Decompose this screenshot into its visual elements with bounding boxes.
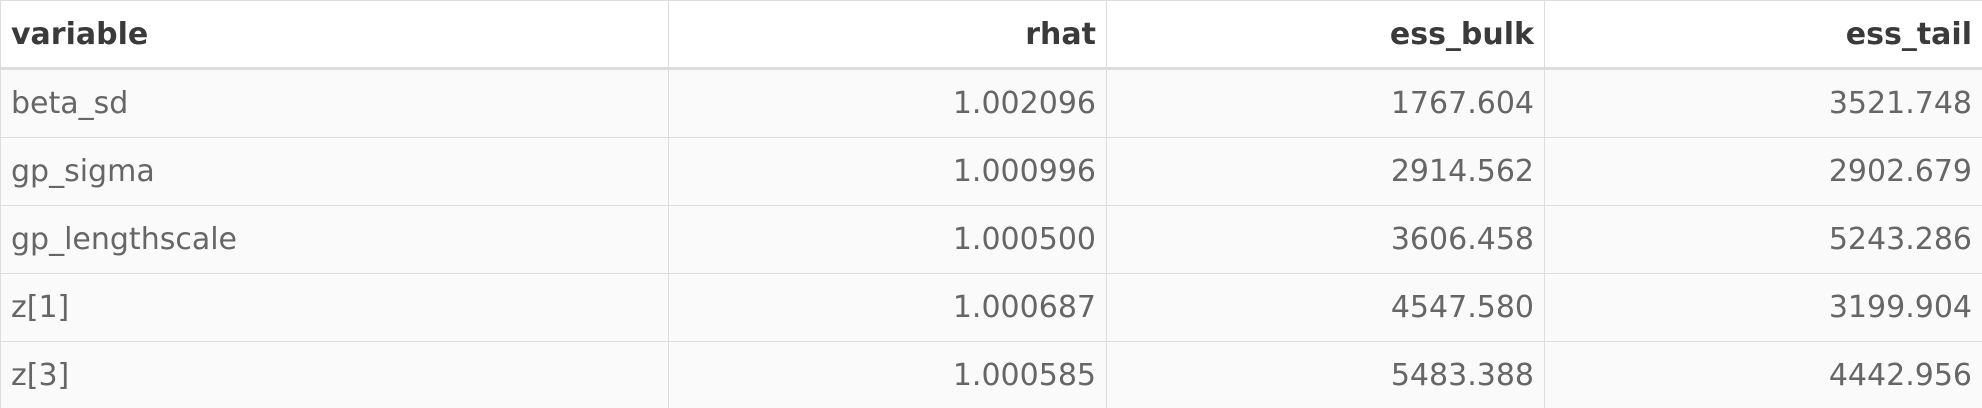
ess-bulk-cell: 1767.604 — [1106, 68, 1545, 138]
ess-bulk-cell: 2914.562 — [1106, 137, 1545, 206]
table-header: variable rhat ess_bulk ess_tail — [0, 0, 1982, 70]
header-row: variable rhat ess_bulk ess_tail — [0, 0, 1982, 70]
rhat-cell: 1.000687 — [668, 273, 1107, 342]
variable-cell: z[1] — [0, 273, 669, 342]
variable-cell: gp_sigma — [0, 137, 669, 206]
rhat-cell: 1.000500 — [668, 205, 1107, 274]
variable-cell: beta_sd — [0, 68, 669, 138]
ess-tail-cell: 3199.904 — [1544, 273, 1982, 342]
table-row: beta_sd 1.002096 1767.604 3521.748 — [0, 68, 1982, 138]
column-header-ess-tail: ess_tail — [1544, 0, 1982, 70]
table-row: z[3] 1.000585 5483.388 4442.956 — [0, 341, 1982, 408]
column-header-ess-bulk: ess_bulk — [1106, 0, 1545, 70]
rhat-cell: 1.000996 — [668, 137, 1107, 206]
variable-cell: z[3] — [0, 341, 669, 408]
variable-cell: gp_lengthscale — [0, 205, 669, 274]
column-header-variable: variable — [0, 0, 669, 70]
ess-tail-cell: 2902.679 — [1544, 137, 1982, 206]
table-row: gp_lengthscale 1.000500 3606.458 5243.28… — [0, 205, 1982, 274]
rhat-cell: 1.000585 — [668, 341, 1107, 408]
ess-bulk-cell: 4547.580 — [1106, 273, 1545, 342]
rhat-cell: 1.002096 — [668, 68, 1107, 138]
table-body: beta_sd 1.002096 1767.604 3521.748 gp_si… — [0, 68, 1982, 408]
column-header-rhat: rhat — [668, 0, 1107, 70]
table-row: gp_sigma 1.000996 2914.562 2902.679 — [0, 137, 1982, 206]
ess-tail-cell: 4442.956 — [1544, 341, 1982, 408]
ess-tail-cell: 5243.286 — [1544, 205, 1982, 274]
table-row: z[1] 1.000687 4547.580 3199.904 — [0, 273, 1982, 342]
ess-bulk-cell: 3606.458 — [1106, 205, 1545, 274]
ess-tail-cell: 3521.748 — [1544, 68, 1982, 138]
ess-bulk-cell: 5483.388 — [1106, 341, 1545, 408]
